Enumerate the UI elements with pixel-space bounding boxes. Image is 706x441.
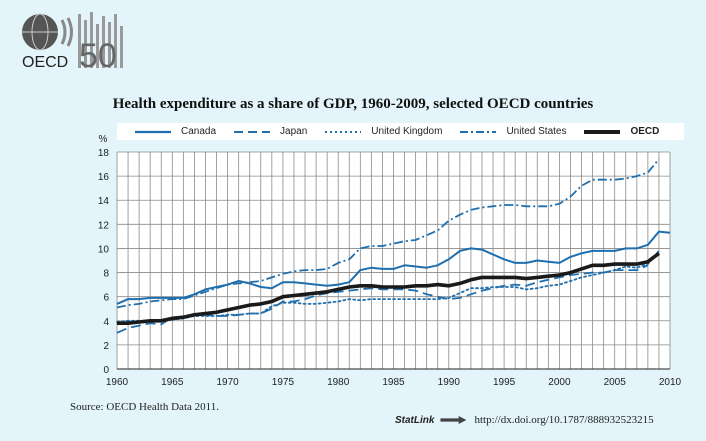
- x-tick-label: 2005: [604, 377, 627, 388]
- x-tick-label: 1990: [438, 377, 461, 388]
- legend-item-japan: Japan: [234, 126, 307, 137]
- legend-label: Canada: [181, 126, 217, 137]
- statlink-url[interactable]: http://dx.doi.org/10.1787/888932523215: [474, 414, 654, 426]
- legend-label: United Kingdom: [371, 126, 443, 137]
- chart-title: Health expenditure as a share of GDP, 19…: [112, 96, 594, 112]
- y-tick-label: 0: [103, 365, 109, 376]
- series-line-united-kingdom: [116, 249, 660, 323]
- x-tick-label: 1995: [493, 377, 516, 388]
- x-tick-label: 1975: [272, 377, 295, 388]
- y-tick-label: 10: [98, 244, 110, 255]
- legend-item-us: United States: [460, 126, 566, 137]
- y-tick-label: 18: [98, 148, 110, 159]
- y-tick-label: 2: [103, 341, 109, 352]
- logo-text: OECD: [22, 54, 68, 70]
- legend-label: OECD: [630, 126, 660, 137]
- y-tick-label: 16: [98, 172, 110, 183]
- statlink-label: StatLink: [395, 414, 435, 426]
- series-line-united-states: [116, 158, 660, 309]
- statlink[interactable]: StatLink http://dx.doi.org/10.1787/88893…: [395, 414, 654, 426]
- y-tick-label: 8: [103, 269, 109, 280]
- x-tick-label: 1980: [327, 377, 350, 388]
- x-tick-label: 1970: [216, 377, 239, 388]
- anniversary-50-icon: 50: [78, 12, 123, 70]
- legend-label: Japan: [280, 126, 308, 137]
- legend-item-oecd: OECD: [584, 126, 659, 137]
- series-line-canada: [116, 230, 671, 305]
- logo-anniversary: 50: [79, 37, 117, 70]
- y-tick-label: 12: [98, 220, 110, 231]
- y-tick-label: 4: [103, 317, 109, 328]
- oecd-logo: OECD 50: [22, 12, 123, 70]
- source-note: Source: OECD Health Data 2011.: [70, 401, 219, 413]
- x-tick-label: 1965: [161, 377, 184, 388]
- legend-item-canada: Canada: [135, 126, 216, 137]
- y-tick-label: 14: [98, 196, 110, 207]
- legend-item-uk: United Kingdom: [325, 126, 442, 137]
- legend-label: United States: [506, 126, 567, 137]
- statlink-arrow-icon: [440, 416, 467, 424]
- y-axis-label: %: [99, 134, 108, 145]
- legend: Canada Japan United Kingdom United State…: [117, 123, 684, 140]
- y-tick-label: 6: [103, 293, 109, 304]
- globe-icon: [22, 13, 73, 51]
- x-tick-label: 2010: [659, 377, 682, 388]
- x-tick-label: 1960: [106, 377, 129, 388]
- x-tick-label: 1985: [382, 377, 405, 388]
- series-line-oecd: [117, 251, 660, 326]
- x-tick-label: 2000: [548, 377, 571, 388]
